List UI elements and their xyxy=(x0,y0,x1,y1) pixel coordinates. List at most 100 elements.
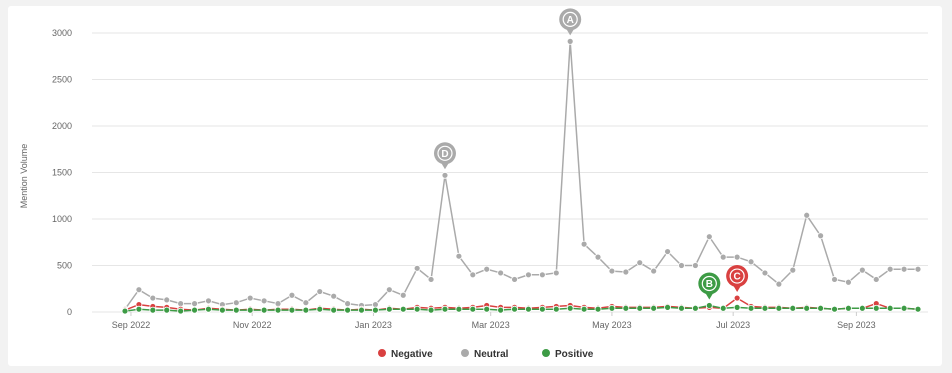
data-point-neutral[interactable] xyxy=(260,297,268,305)
data-point-neutral[interactable] xyxy=(372,301,379,308)
data-point-positive[interactable] xyxy=(497,306,505,314)
data-point-positive[interactable] xyxy=(747,304,755,312)
data-point-positive[interactable] xyxy=(622,304,630,312)
data-point-neutral[interactable] xyxy=(886,265,894,273)
data-point-positive[interactable] xyxy=(594,305,602,313)
data-point-positive[interactable] xyxy=(205,305,212,313)
data-point-positive[interactable] xyxy=(483,305,491,313)
data-point-positive[interactable] xyxy=(121,307,129,315)
data-point-neutral[interactable] xyxy=(761,269,769,277)
data-point-neutral[interactable] xyxy=(274,300,282,308)
data-point-neutral[interactable] xyxy=(441,171,449,179)
data-point-neutral[interactable] xyxy=(344,300,351,308)
data-point-neutral[interactable] xyxy=(330,292,338,300)
data-point-neutral[interactable] xyxy=(747,258,755,266)
data-point-neutral[interactable] xyxy=(483,265,491,273)
data-point-positive[interactable] xyxy=(566,304,574,312)
annotation-a[interactable]: A xyxy=(559,8,582,36)
data-point-neutral[interactable] xyxy=(302,299,310,307)
data-point-positive[interactable] xyxy=(692,304,699,312)
data-point-positive[interactable] xyxy=(149,306,157,314)
data-point-neutral[interactable] xyxy=(385,286,393,294)
data-point-neutral[interactable] xyxy=(246,294,254,302)
data-point-neutral[interactable] xyxy=(831,276,838,283)
data-point-neutral[interactable] xyxy=(455,252,463,260)
data-point-positive[interactable] xyxy=(344,306,351,314)
data-point-positive[interactable] xyxy=(330,306,338,314)
data-point-positive[interactable] xyxy=(831,305,838,313)
data-point-neutral[interactable] xyxy=(705,233,713,241)
data-point-positive[interactable] xyxy=(664,303,671,311)
annotation-d[interactable]: D xyxy=(433,142,456,170)
data-point-positive[interactable] xyxy=(246,306,254,314)
data-point-positive[interactable] xyxy=(761,304,769,312)
data-point-positive[interactable] xyxy=(441,305,449,313)
data-point-positive[interactable] xyxy=(914,305,922,313)
data-point-neutral[interactable] xyxy=(497,269,505,277)
data-point-positive[interactable] xyxy=(135,305,143,313)
data-point-neutral[interactable] xyxy=(427,276,435,283)
data-point-positive[interactable] xyxy=(650,304,658,312)
data-point-positive[interactable] xyxy=(274,306,282,314)
data-point-neutral[interactable] xyxy=(525,271,532,279)
data-point-positive[interactable] xyxy=(163,306,171,314)
legend-item-positive[interactable]: Positive xyxy=(542,349,594,360)
data-point-positive[interactable] xyxy=(469,305,477,313)
data-point-positive[interactable] xyxy=(845,304,852,312)
data-point-positive[interactable] xyxy=(608,304,616,312)
data-point-neutral[interactable] xyxy=(135,286,143,294)
data-point-positive[interactable] xyxy=(552,305,560,313)
data-point-neutral[interactable] xyxy=(650,267,658,275)
data-point-neutral[interactable] xyxy=(636,259,644,267)
data-point-positive[interactable] xyxy=(900,304,908,312)
data-point-positive[interactable] xyxy=(678,304,685,312)
data-point-positive[interactable] xyxy=(719,304,727,312)
data-point-positive[interactable] xyxy=(288,306,296,314)
data-point-neutral[interactable] xyxy=(566,37,574,45)
data-point-positive[interactable] xyxy=(538,305,546,313)
data-point-positive[interactable] xyxy=(789,304,797,312)
data-point-neutral[interactable] xyxy=(845,278,852,286)
data-point-positive[interactable] xyxy=(302,306,310,314)
data-point-positive[interactable] xyxy=(858,304,866,312)
data-point-neutral[interactable] xyxy=(538,271,546,279)
data-point-positive[interactable] xyxy=(455,305,463,313)
data-point-neutral[interactable] xyxy=(149,294,157,302)
annotation-c[interactable]: C xyxy=(726,265,749,293)
data-point-negative[interactable] xyxy=(733,294,741,302)
data-point-neutral[interactable] xyxy=(789,266,797,274)
data-point-positive[interactable] xyxy=(413,305,421,313)
annotation-b[interactable]: B xyxy=(698,272,721,300)
data-point-positive[interactable] xyxy=(511,305,518,313)
data-point-neutral[interactable] xyxy=(469,271,477,279)
data-point-positive[interactable] xyxy=(177,307,185,315)
data-point-positive[interactable] xyxy=(358,306,365,314)
legend-item-negative[interactable]: Negative xyxy=(378,349,433,360)
data-point-neutral[interactable] xyxy=(594,253,602,261)
data-point-positive[interactable] xyxy=(817,304,825,312)
data-point-positive[interactable] xyxy=(525,305,532,313)
data-point-positive[interactable] xyxy=(372,306,379,314)
data-point-neutral[interactable] xyxy=(719,253,727,261)
data-point-neutral[interactable] xyxy=(232,299,240,307)
data-point-neutral[interactable] xyxy=(775,280,783,288)
data-point-neutral[interactable] xyxy=(552,269,560,277)
data-point-neutral[interactable] xyxy=(872,276,880,283)
data-point-neutral[interactable] xyxy=(511,276,518,283)
data-point-neutral[interactable] xyxy=(205,297,212,305)
data-point-positive[interactable] xyxy=(705,302,713,309)
data-point-neutral[interactable] xyxy=(316,288,324,295)
data-point-neutral[interactable] xyxy=(664,248,671,255)
data-point-positive[interactable] xyxy=(191,306,198,314)
data-point-positive[interactable] xyxy=(260,306,268,314)
data-point-neutral[interactable] xyxy=(692,262,699,269)
data-point-positive[interactable] xyxy=(218,306,226,314)
data-point-positive[interactable] xyxy=(232,306,240,314)
data-point-positive[interactable] xyxy=(886,304,894,312)
data-point-positive[interactable] xyxy=(803,304,811,312)
legend-item-neutral[interactable]: Neutral xyxy=(461,349,509,360)
data-point-positive[interactable] xyxy=(636,304,644,312)
data-point-neutral[interactable] xyxy=(288,291,296,299)
data-point-neutral[interactable] xyxy=(580,240,588,248)
data-point-positive[interactable] xyxy=(872,304,880,312)
